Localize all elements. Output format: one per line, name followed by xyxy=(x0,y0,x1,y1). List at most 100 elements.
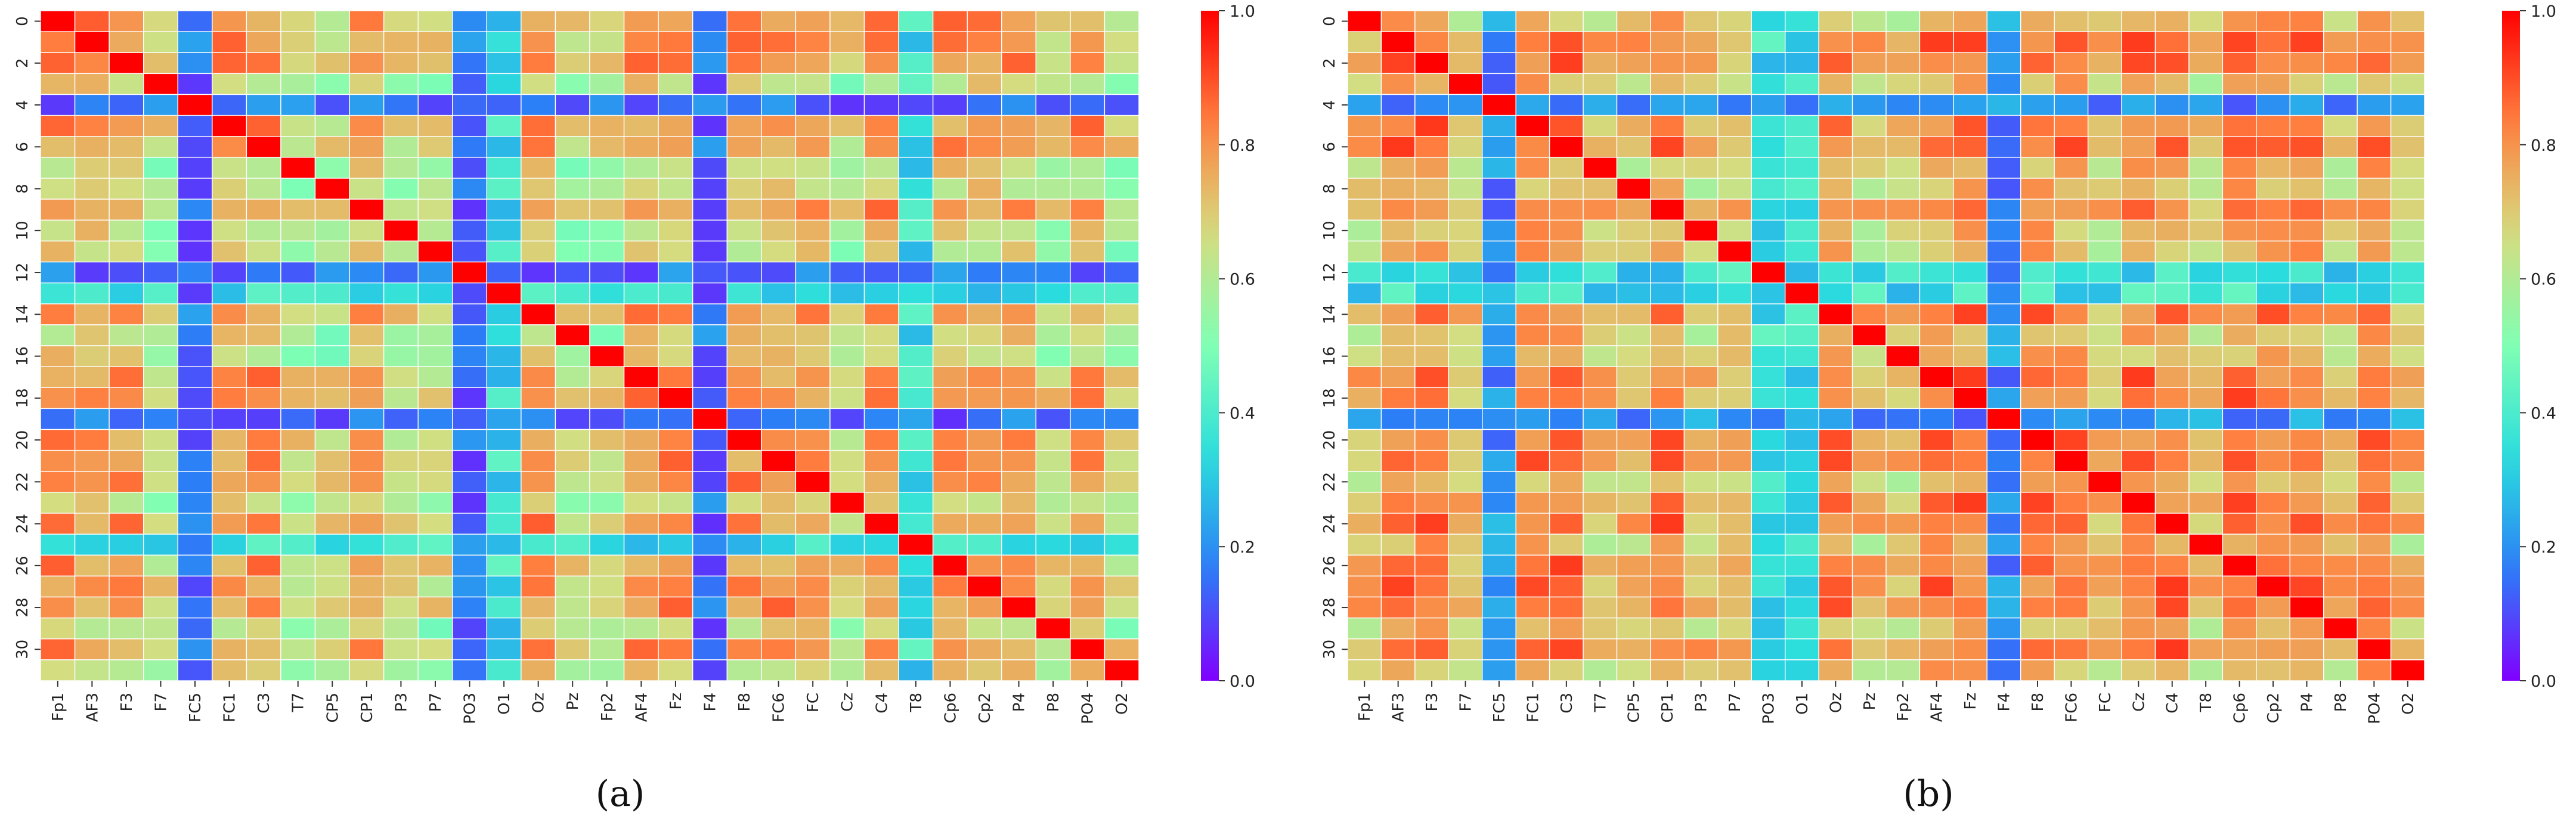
heatmap-cell xyxy=(2323,596,2358,619)
heatmap-cell xyxy=(1650,94,1685,116)
heatmap-cell xyxy=(1583,178,1618,200)
heatmap-cell xyxy=(2087,345,2122,367)
heatmap-cell xyxy=(1515,303,1550,325)
heatmap-cell xyxy=(74,282,110,305)
heatmap-cell xyxy=(1784,157,1819,179)
heatmap-cell xyxy=(898,513,934,535)
heatmap-cell xyxy=(898,345,934,367)
heatmap-cell xyxy=(2222,449,2257,472)
heatmap-cell xyxy=(2020,324,2055,346)
heatmap-cell xyxy=(1852,387,1887,410)
heatmap-cell xyxy=(314,136,350,158)
heatmap-cell xyxy=(1818,449,1853,472)
heatmap-cell xyxy=(40,261,76,284)
heatmap-cell xyxy=(2289,534,2324,556)
heatmap-cell xyxy=(1035,638,1071,660)
heatmap-cell xyxy=(109,73,144,95)
heatmap-cell xyxy=(417,471,453,493)
heatmap-cell xyxy=(1414,408,1450,430)
heatmap-cell xyxy=(1818,31,1853,53)
heatmap-cell xyxy=(1583,513,1618,535)
heatmap-cell xyxy=(246,638,281,660)
heatmap-cell xyxy=(486,345,522,367)
heatmap-cell xyxy=(1650,596,1685,619)
heatmap-cell xyxy=(177,303,213,325)
heatmap-cell xyxy=(555,449,590,472)
heatmap-cell xyxy=(314,178,350,200)
heatmap-cell xyxy=(2121,596,2156,619)
heatmap-cell xyxy=(2357,52,2392,75)
heatmap-cell xyxy=(2087,471,2122,493)
colorbar-tick-label: 0.4 xyxy=(1230,404,1255,423)
heatmap-cell xyxy=(726,659,762,681)
colorbar: 0.00.20.40.60.81.0 xyxy=(2502,2,2556,691)
heatmap-cell xyxy=(829,471,865,493)
heatmap-cell xyxy=(1919,638,1954,660)
heatmap-cell xyxy=(795,366,831,388)
heatmap-cell xyxy=(1885,52,1921,75)
colorbar-tick-label: 0.0 xyxy=(2531,672,2556,691)
heatmap-cell xyxy=(863,31,899,53)
heatmap-cell xyxy=(726,513,762,535)
heatmap-cell xyxy=(1953,596,1988,619)
heatmap-cell xyxy=(1448,659,1483,681)
heatmap-cell xyxy=(2289,513,2324,535)
heatmap-cell xyxy=(2357,94,2392,116)
heatmap-cell xyxy=(795,429,831,451)
heatmap-cell xyxy=(314,94,350,116)
heatmap-cell xyxy=(2390,471,2425,493)
heatmap-cell xyxy=(143,10,178,32)
heatmap-cell xyxy=(212,282,247,305)
heatmap-cell xyxy=(417,617,453,640)
heatmap-cell xyxy=(2121,387,2156,410)
heatmap-cell xyxy=(2289,492,2324,514)
heatmap-cell xyxy=(2289,31,2324,53)
heatmap-cell xyxy=(2357,638,2392,660)
heatmap-cell xyxy=(143,534,178,556)
heatmap-cell xyxy=(2020,596,2055,619)
heatmap-cell xyxy=(2087,240,2122,263)
heatmap-cell xyxy=(1104,345,1140,367)
heatmap-cell xyxy=(486,240,522,263)
heatmap-cell xyxy=(761,73,797,95)
heatmap-cell xyxy=(1616,429,1651,451)
heatmap-cell xyxy=(2087,324,2122,346)
heatmap-cell xyxy=(212,429,247,451)
heatmap-cell xyxy=(1650,324,1685,346)
heatmap-cell xyxy=(1683,282,1719,305)
heatmap-cell xyxy=(2357,240,2392,263)
heatmap-cell xyxy=(1852,303,1887,325)
heatmap-cell xyxy=(1818,659,1853,681)
heatmap-cell xyxy=(863,261,899,284)
heatmap-cell xyxy=(2054,261,2089,284)
heatmap-cell xyxy=(555,178,590,200)
heatmap-cell xyxy=(555,617,590,640)
heatmap-cell xyxy=(1751,261,1786,284)
y-tick-label: 16 xyxy=(1321,346,1339,366)
heatmap-cell xyxy=(1482,366,1516,388)
heatmap-cell xyxy=(417,659,453,681)
heatmap-cell xyxy=(1347,94,1382,116)
colorbar: 0.00.20.40.60.81.0 xyxy=(1201,2,1255,691)
heatmap-cell xyxy=(623,513,659,535)
heatmap-cell xyxy=(1380,449,1416,472)
heatmap-cell xyxy=(2020,94,2055,116)
heatmap-cell xyxy=(1751,73,1786,95)
heatmap-cell xyxy=(658,366,693,388)
heatmap-cell xyxy=(726,366,762,388)
heatmap-cell xyxy=(1104,324,1140,346)
heatmap-cell xyxy=(692,261,727,284)
heatmap-cell xyxy=(1347,659,1382,681)
heatmap-cell xyxy=(1448,31,1483,53)
heatmap-cell xyxy=(2121,449,2156,472)
heatmap-cell xyxy=(1885,219,1921,242)
heatmap-cell xyxy=(1515,282,1550,305)
heatmap-cell xyxy=(143,94,178,116)
heatmap-cell xyxy=(932,136,968,158)
heatmap-cell xyxy=(761,534,797,556)
heatmap-cell xyxy=(1070,554,1106,577)
heatmap-cell xyxy=(863,429,899,451)
heatmap-cell xyxy=(1852,345,1887,367)
heatmap-cell xyxy=(2188,366,2224,388)
heatmap-cell xyxy=(1549,303,1584,325)
